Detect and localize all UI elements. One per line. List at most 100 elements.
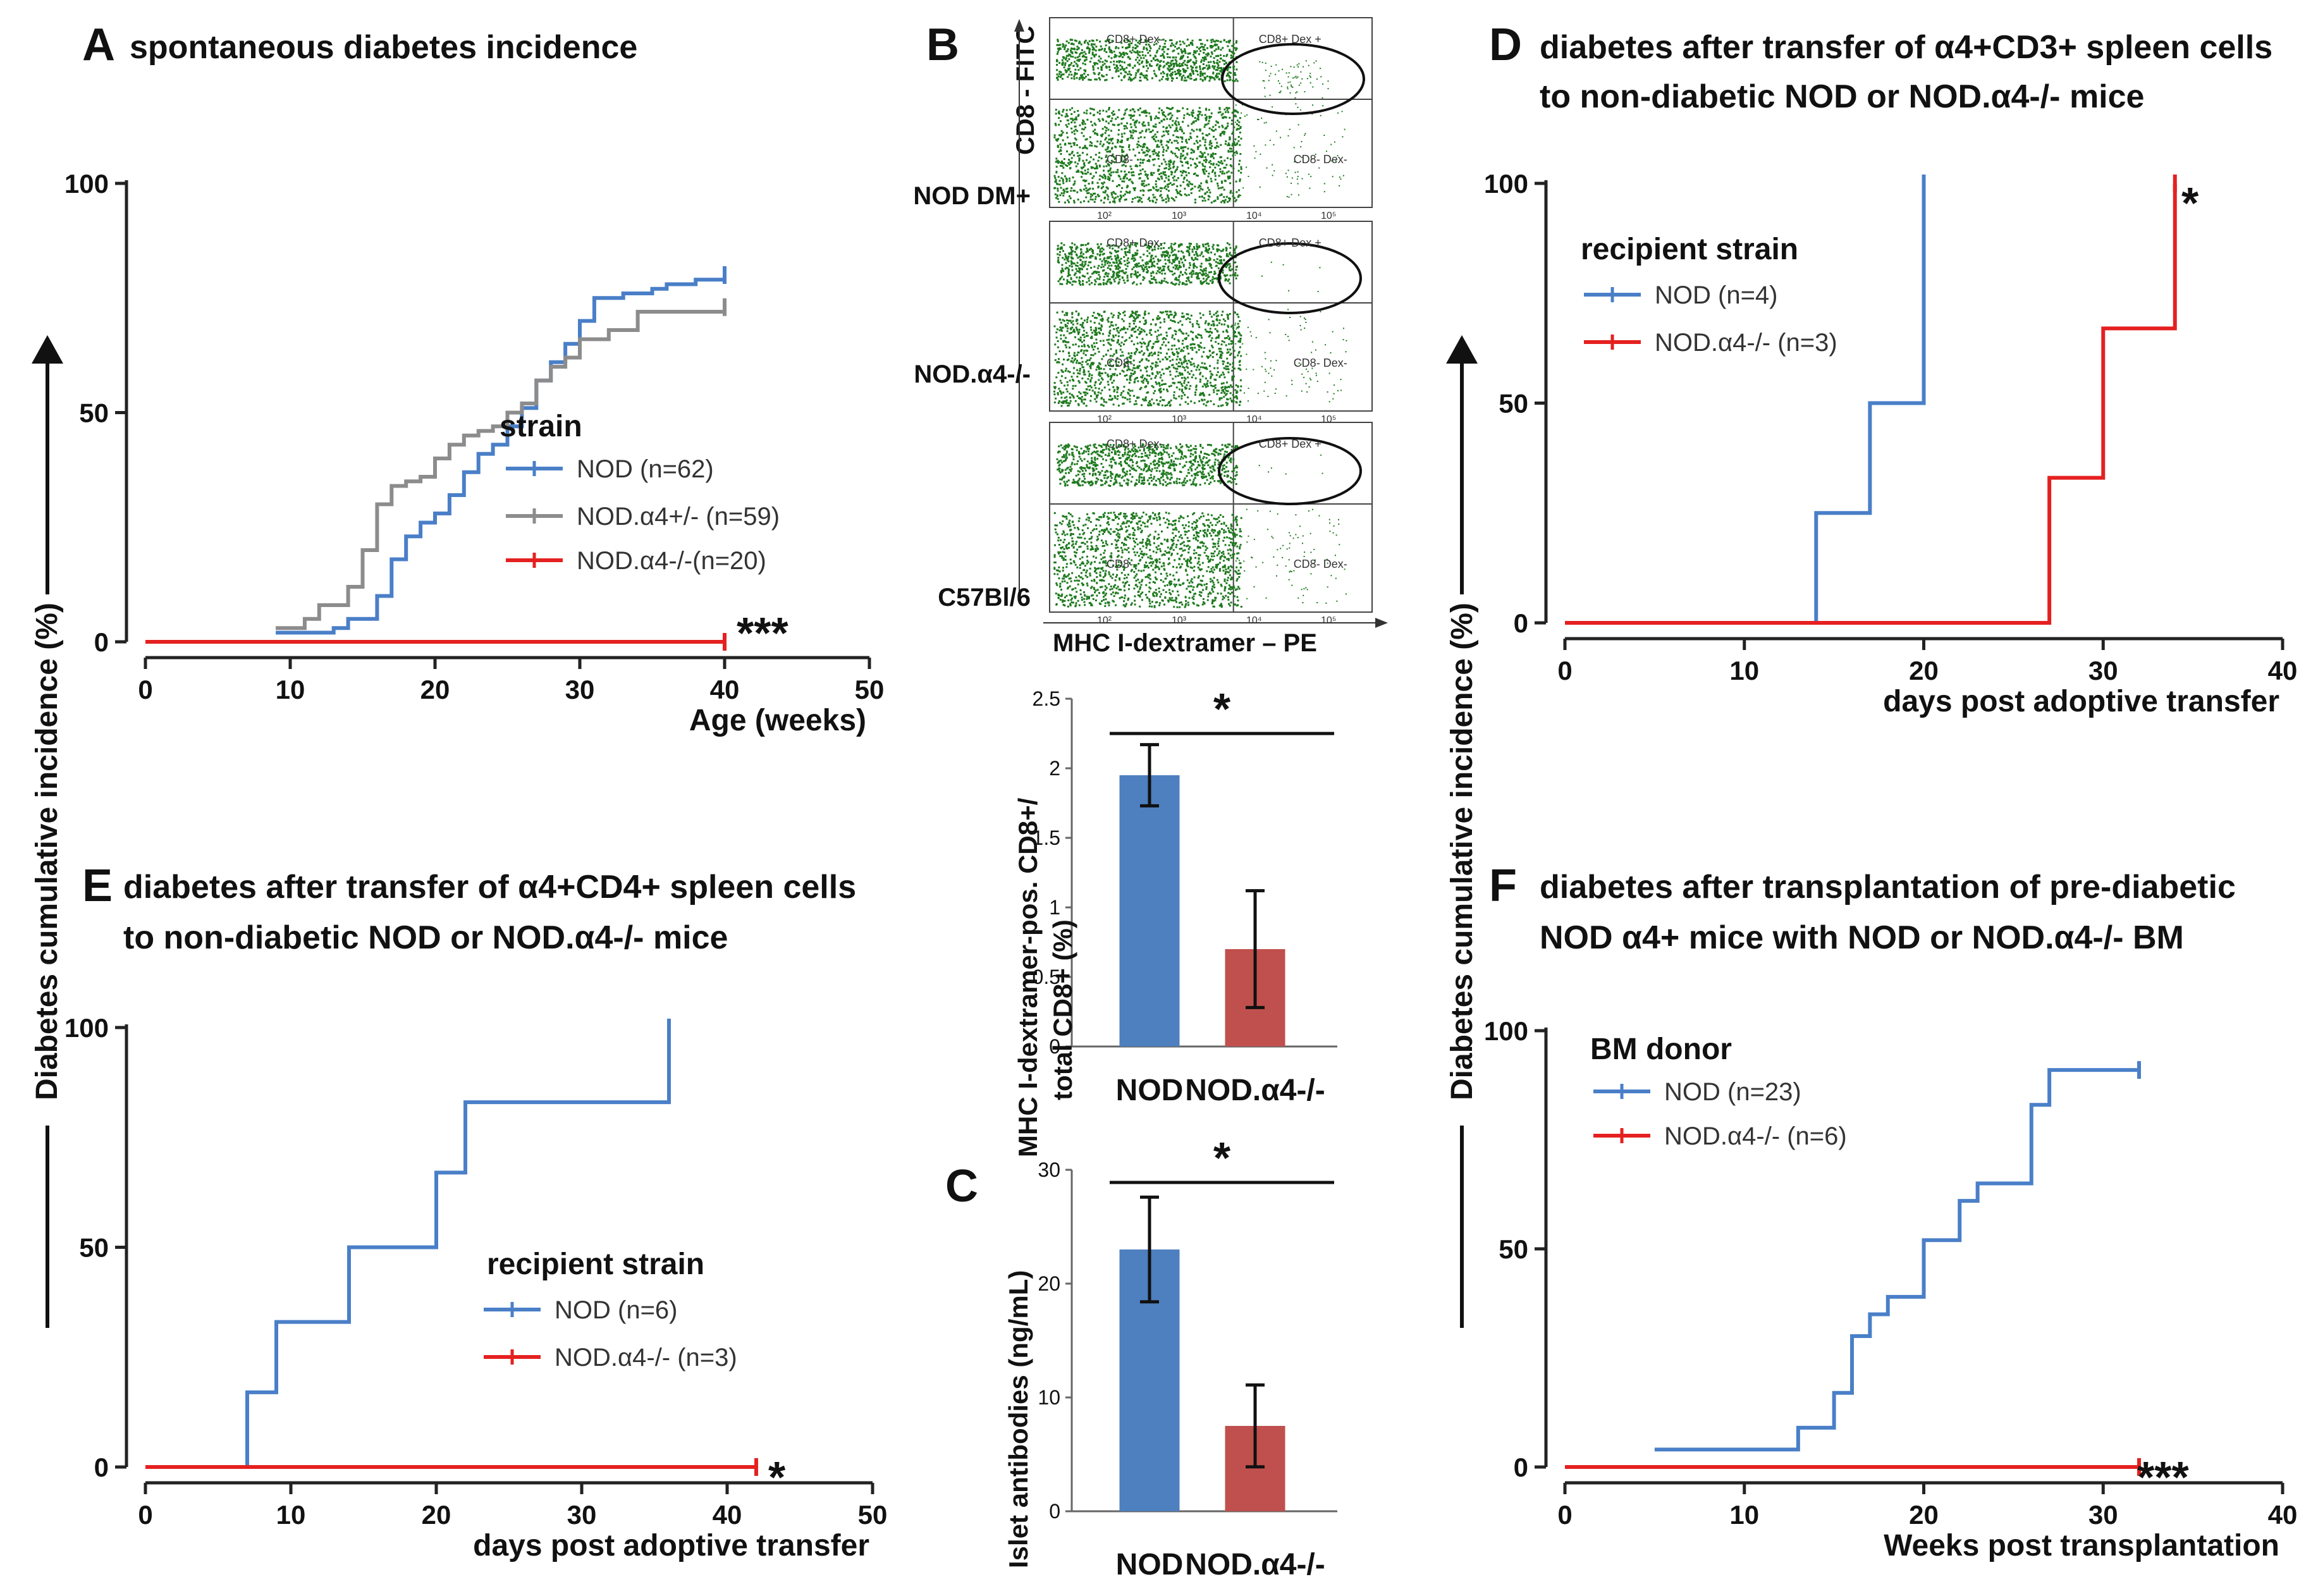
x-tick-label: 30 (567, 1500, 597, 1530)
x-tick-label: 30 (2088, 1500, 2118, 1530)
flow-cytometry-panel: CD8 - FITC MHC I-dextramer – PE CD8+ Dex… (913, 17, 1388, 657)
flow-x-tick: 10⁴ (1246, 615, 1262, 626)
y-tick-label: 100 (64, 1013, 109, 1043)
flow-y-label: CD8 - FITC (1012, 26, 1039, 155)
x-axis-label: Age (weeks) (689, 704, 866, 737)
y-axis-label-right: Diabetes cumulative incidence (%) (1445, 335, 1479, 1328)
flow-quadrant-ur: CD8+ Dex + (1259, 33, 1322, 46)
bar-y-tick-label: 1.5 (1033, 826, 1060, 849)
x-tick-label: 10 (1729, 656, 1759, 685)
panel-e-title-2: to non-diabetic NOD or NOD.α4-/- mice (123, 919, 728, 956)
legend-title: recipient strain (1581, 233, 1798, 266)
chart-f: 0 10 20 30 40 0 50 100 Weeks post transplantatio… (1484, 1016, 2297, 1562)
flow-gate-ellipse (1221, 43, 1365, 115)
x-axis-label: days post adoptive transfer (473, 1529, 869, 1562)
significance-marker: *** (2137, 1452, 2189, 1502)
significance-marker: * (2181, 178, 2199, 228)
legend-label: NOD.α4+/- (n=59) (577, 503, 780, 531)
x-tick-label: 0 (138, 1500, 152, 1530)
x-tick-label: 0 (1557, 1500, 1572, 1530)
panel-d-title-1: diabetes after transfer of α4+CD3+ splee… (1540, 29, 2272, 66)
flow-quadrant-ur: CD8+ Dex + (1259, 438, 1322, 450)
y-tick-label: 100 (1484, 1016, 1528, 1046)
x-tick-label: 10 (276, 1500, 306, 1530)
x-tick-label: 40 (713, 1500, 742, 1530)
flow-x-tick: 10³ (1172, 211, 1187, 221)
y-tick-label: 100 (1484, 169, 1528, 199)
series-line-0 (1654, 1068, 2139, 1452)
x-tick-label: 40 (2268, 1500, 2298, 1530)
chart-a: 0 10 20 30 40 50 0 50 100 Age (weeks) NOD (n=62) NO… (64, 169, 884, 737)
legend-title: strain (500, 410, 582, 443)
bar-y-tick-label: 2 (1049, 757, 1060, 780)
flow-quadrant-ll: CD8- (1107, 558, 1133, 570)
bar-chart-islet-antibodies: 0 10 20 30 NOD NOD.α4-/- * Islet antibodies (ng… (1003, 1133, 1337, 1581)
series-line-0 (145, 1028, 671, 1469)
x-tick-label: 50 (855, 675, 885, 704)
flow-quadrant-lr: CD8- Dex- (1294, 153, 1347, 166)
x-tick-label: 20 (422, 1500, 451, 1530)
x-tick-label: 0 (1557, 656, 1572, 685)
x-axis-label: Weeks post transplantation (1884, 1529, 2279, 1562)
panel-d-title-2: to non-diabetic NOD or NOD.α4-/- mice (1540, 78, 2144, 115)
bar-y-tick-label: 30 (1038, 1158, 1060, 1181)
bar-y-axis-label: MHC I-dextramer-pos. CD8+/total CD8+ (%) (1013, 797, 1077, 1157)
x-tick-label: 40 (710, 675, 740, 704)
panel-a-letter: A (82, 20, 115, 70)
bar-0 (1119, 775, 1180, 1047)
panel-e-letter: E (82, 861, 113, 911)
y-tick-label: 0 (94, 627, 109, 657)
flow-quadrant-ll: CD8- (1107, 153, 1133, 166)
flow-plot-1: CD8+ Dex- CD8+ Dex +CD8- CD8- Dex-10² 10³ 10… (914, 221, 1373, 425)
x-tick-label: 20 (1909, 1500, 1939, 1530)
significance-marker: * (1213, 1133, 1231, 1182)
bar-y-tick-label: 20 (1038, 1272, 1060, 1295)
flow-row-label: C57Bl/6 (938, 584, 1031, 611)
bar-category-label: NOD (1116, 1548, 1184, 1581)
bar-category-label: NOD (1116, 1074, 1184, 1107)
flow-plot-2: CD8+ Dex- CD8+ Dex + CD8- CD8- Dex- 10² 10³ 10… (938, 422, 1373, 626)
series-line-0 (276, 275, 727, 635)
legend-label: NOD.α4-/-(n=20) (577, 547, 766, 575)
flow-quadrant-ul: CD8+ Dex- (1107, 438, 1163, 450)
significance-marker: *** (737, 608, 788, 658)
x-tick-label: 10 (1729, 1500, 1759, 1530)
flow-plot-0: CD8+ Dex- CD8+ Dex + CD8- CD8- Dex- 10² 10³ 10… (913, 17, 1373, 221)
bar-y-tick-label: 0 (1049, 1500, 1060, 1523)
flow-quadrant-ll: CD8- (1107, 357, 1133, 369)
series-line-1 (1565, 183, 2177, 625)
flow-gate-ellipse (1218, 437, 1362, 505)
bar-y-label-line1: MHC I-dextramer-pos. CD8+/ (1013, 797, 1043, 1157)
panel-f-title-2: NOD α4+ mice with NOD or NOD.α4-/- BM (1540, 919, 2184, 956)
panel-f-letter: F (1489, 861, 1517, 911)
flow-quadrant-ul: CD8+ Dex- (1107, 33, 1163, 46)
chart-d: 0 10 20 30 40 0 50 100 days post adoptive transf… (1484, 169, 2297, 718)
legend-label: NOD (n=4) (1655, 281, 1778, 309)
flow-x-tick: 10⁵ (1321, 211, 1336, 221)
bar-y-label-line2: total CD8+ (%) (1048, 919, 1077, 1100)
y-tick-label: 50 (79, 398, 109, 428)
legend-label: NOD.α4-/- (n=3) (1655, 329, 1837, 357)
bar-y-tick-label: 1 (1049, 896, 1060, 919)
legend-title: recipient strain (487, 1248, 704, 1281)
y-tick-label: 0 (94, 1452, 109, 1482)
legend-label: NOD.α4-/- (n=3) (555, 1344, 737, 1372)
flow-events (1053, 443, 1347, 608)
flow-row-label: NOD.α4-/- (914, 360, 1031, 388)
flow-x-tick: 10⁵ (1321, 615, 1336, 626)
x-tick-label: 30 (2088, 656, 2118, 685)
flow-x-tick: 10⁴ (1246, 211, 1262, 221)
bar-y-tick-label: 2.5 (1033, 687, 1060, 710)
y-tick-label: 0 (1514, 608, 1528, 638)
y-tick-label: 50 (1499, 389, 1528, 419)
x-tick-label: 20 (420, 675, 450, 704)
panel-e-title-1: diabetes after transfer of α4+CD4+ splee… (123, 869, 856, 905)
flow-quadrant-lr: CD8- Dex- (1294, 558, 1347, 570)
bar-y-tick-label: 0.5 (1033, 966, 1060, 988)
panel-c-letter: C (945, 1161, 978, 1212)
x-tick-label: 40 (2268, 656, 2298, 685)
panel-f-title-1: diabetes after transplantation of pre-di… (1540, 869, 2236, 905)
legend-label: NOD (n=6) (555, 1296, 678, 1324)
x-tick-label: 0 (138, 675, 152, 704)
